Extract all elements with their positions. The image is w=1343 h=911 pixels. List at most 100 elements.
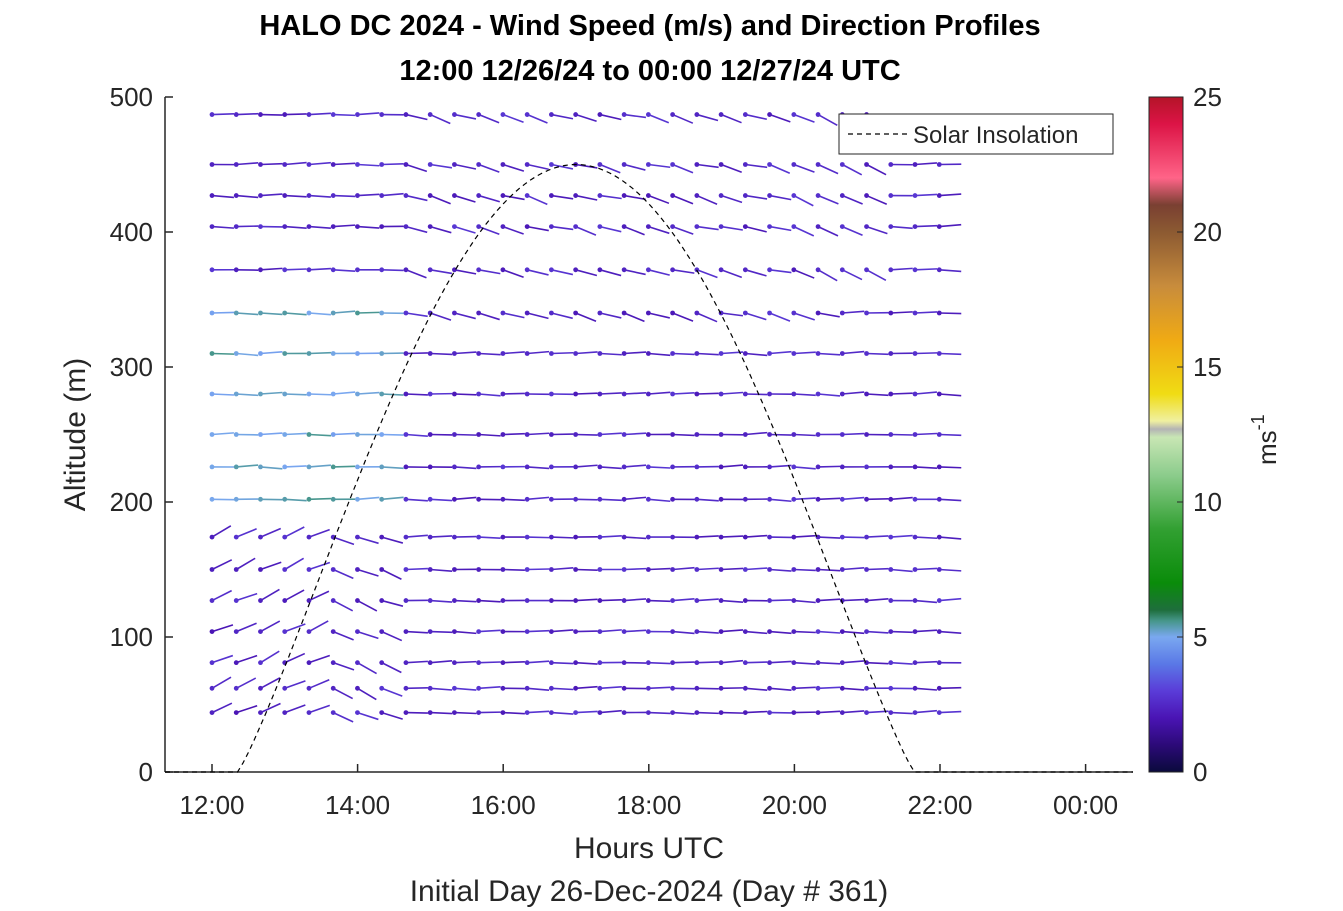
wind-barb-dot [282,391,288,397]
wind-barb-dot [597,267,603,273]
wind-barb-dot [403,351,409,356]
wind-barb-dot [791,193,797,198]
wind-barb-dot [864,598,869,603]
wind-barb [648,113,670,124]
wind-barb-dot [670,193,676,198]
wind-barb [575,225,597,236]
wind-barb-dot [621,112,627,117]
wind-barb [866,661,889,665]
wind-barb-dot [282,193,288,198]
wind-barb [454,312,476,320]
wind-barb-dot [500,112,506,117]
wind-barb [890,496,913,501]
wind-barb-dot [258,351,263,356]
wind-barb [478,194,500,203]
wind-barb-dot [936,432,942,437]
wind-barb-dot [500,710,506,715]
wind-barb-dot [403,224,409,230]
wind-barb [527,432,550,436]
wind-barb-dot [379,162,385,167]
wind-barb-dot [864,567,869,572]
wind-barb-dot [355,193,360,198]
wind-barb-dot [258,432,263,437]
wind-barb-dot [209,598,215,603]
wind-barb [575,312,597,323]
wind-barb-dot [839,310,845,316]
wind-barb [624,567,647,571]
wind-barb-dot [670,432,676,437]
wind-barb-dot [452,112,457,117]
wind-barb [866,163,887,176]
wind-barb-dot [742,162,748,167]
wind-barb-dot [888,534,894,540]
wind-barb-dot [355,598,360,603]
wind-barb-dot [718,224,724,230]
x-tick-label: 14:00 [325,790,390,820]
wind-barb-dot [403,432,409,437]
wind-barb [624,629,647,633]
wind-barb [211,113,235,116]
wind-barb-dot [209,267,215,273]
wind-barb [648,686,671,690]
wind-barb [672,661,695,664]
wind-barb-dot [548,310,554,316]
wind-barb [672,391,695,395]
wind-barb [817,393,841,397]
wind-barb [284,161,307,166]
wind-barb-dot [355,112,360,117]
wind-barb-dot [330,432,336,437]
wind-barb [599,535,622,538]
wind-barb-dot [306,710,312,715]
wind-barb-dot [864,534,869,540]
wind-barb-dot [524,193,530,198]
wind-barb [793,351,816,355]
wind-barb [696,687,719,690]
wind-barb-dot [888,710,894,715]
x-tick-label: 00:00 [1053,790,1118,820]
wind-barb-dot [815,660,821,666]
wind-barb-dot [476,464,482,470]
wind-barb [599,629,622,633]
wind-barb [866,535,889,538]
wind-barb-dot [815,496,821,502]
wind-barb [430,163,453,169]
wind-barb-dot [306,567,312,572]
wind-barb [648,163,671,169]
wind-barb [260,312,283,316]
wind-barb-dot [476,162,482,167]
wind-barb-dot [864,432,869,437]
wind-barb [575,598,598,602]
wind-barb-dot [670,162,676,167]
legend-label: Solar Insolation [913,122,1078,149]
wind-barb [405,433,428,437]
wind-barb-dot [597,685,603,691]
wind-barb [818,686,841,690]
wind-barb-dot [548,432,554,437]
wind-barb [454,351,477,355]
wind-barb [405,498,428,502]
wind-barb [430,568,453,572]
wind-barb [793,194,814,207]
wind-barb [308,267,331,271]
wind-barb-dot [476,710,482,715]
wind-barb-dot [912,464,918,470]
wind-barb-dot [742,629,748,634]
wind-barb [648,498,671,503]
wind-barb-dot [427,685,433,691]
colorbar-tick-label: 20 [1193,217,1222,247]
wind-barb-dot [282,629,288,634]
wind-barb [260,527,282,538]
wind-barb-dot [330,629,336,634]
wind-barb [720,163,742,173]
wind-barb [575,194,598,201]
wind-barb-dot [912,310,918,316]
wind-barb [890,311,913,314]
wind-barb-dot [306,310,312,316]
wind-barb [284,526,305,538]
wind-barb-dot [548,193,554,198]
wind-barb-dot [258,496,263,502]
wind-barb-dot [888,432,894,437]
wind-barb-dot [330,391,336,397]
wind-barb [817,194,839,205]
wind-barb-dot [815,162,821,167]
